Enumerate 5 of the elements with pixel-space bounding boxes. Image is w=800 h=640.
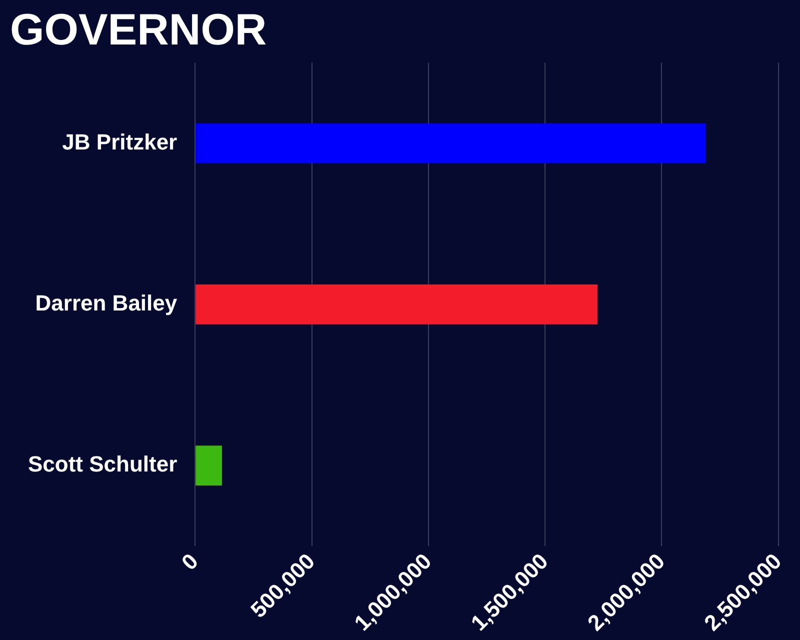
x-tick-label: 0 (176, 548, 203, 575)
y-tick-label: Scott Schulter (28, 452, 178, 477)
y-tick-label: JB Pritzker (62, 129, 178, 154)
chart-title: GOVERNOR (10, 6, 267, 55)
y-tick-label: Darren Bailey (35, 290, 178, 316)
